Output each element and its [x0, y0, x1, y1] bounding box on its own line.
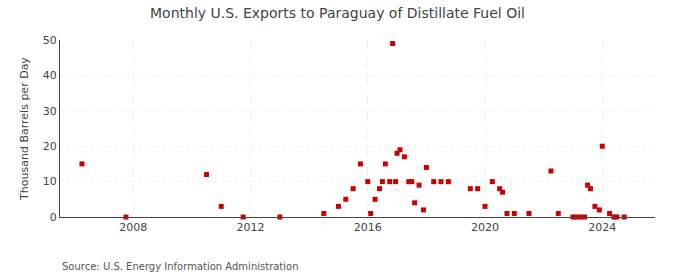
- svg-text:50: 50: [43, 34, 57, 47]
- svg-text:2012: 2012: [237, 221, 265, 234]
- svg-text:2016: 2016: [354, 221, 382, 234]
- svg-text:20: 20: [43, 140, 57, 153]
- svg-text:Source: U.S. Energy Informatio: Source: U.S. Energy Information Administ…: [62, 261, 299, 272]
- svg-text:0: 0: [50, 211, 57, 224]
- svg-text:2024: 2024: [588, 221, 616, 234]
- svg-text:2008: 2008: [119, 221, 147, 234]
- svg-text:Thousand Barrels per Day: Thousand Barrels per Day: [18, 57, 31, 201]
- svg-text:30: 30: [43, 105, 57, 118]
- svg-text:10: 10: [43, 175, 57, 188]
- svg-text:Monthly U.S. Exports to Paragu: Monthly U.S. Exports to Paraguay of Dist…: [150, 5, 525, 21]
- svg-text:2020: 2020: [471, 221, 499, 234]
- svg-text:40: 40: [43, 69, 57, 82]
